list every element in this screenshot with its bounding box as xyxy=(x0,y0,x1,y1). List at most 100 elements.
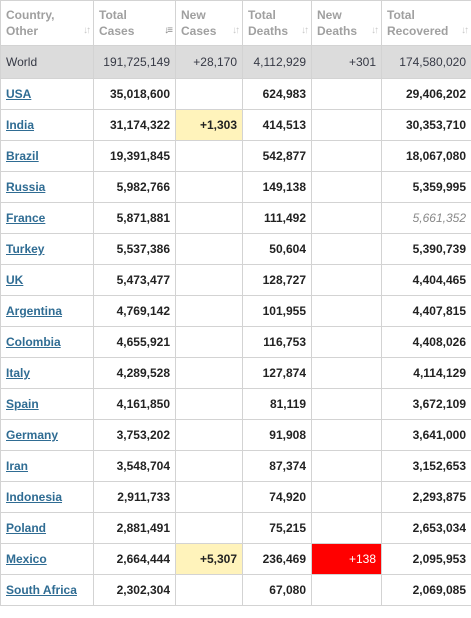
sort-arrows-icon[interactable]: ↓↑ xyxy=(461,25,469,36)
country-link[interactable]: Mexico xyxy=(6,552,47,566)
country-cell: Brazil xyxy=(0,140,94,172)
total-cases-cell: 5,473,477 xyxy=(93,264,176,296)
country-link[interactable]: Italy xyxy=(6,366,31,380)
new-deaths-cell xyxy=(311,450,382,482)
new-deaths-cell xyxy=(311,481,382,513)
country-link[interactable]: Russia xyxy=(6,180,46,194)
new-cases-cell: +1,303 xyxy=(175,109,243,141)
table-row: Argentina 4,769,142 101,955 4,407,815 xyxy=(0,295,471,327)
total-deaths-cell: 128,727 xyxy=(242,264,312,296)
column-header-label: Total xyxy=(99,8,127,22)
sort-descending-icon[interactable]: ↓≡ xyxy=(164,25,173,36)
total-cases-cell: 4,655,921 xyxy=(93,326,176,358)
total-recovered-cell: 5,390,739 xyxy=(381,233,471,265)
country-cell: India xyxy=(0,109,94,141)
table-row: Italy 4,289,528 127,874 4,114,129 xyxy=(0,357,471,389)
total-cases-cell: 2,911,733 xyxy=(93,481,176,513)
world-total-recovered: 174,580,020 xyxy=(381,45,471,79)
total-recovered-cell: 5,359,995 xyxy=(381,171,471,203)
total-recovered-cell: 4,114,129 xyxy=(381,357,471,389)
country-cell: Russia xyxy=(0,171,94,203)
new-deaths-cell xyxy=(311,109,382,141)
total-deaths-cell: 87,374 xyxy=(242,450,312,482)
total-recovered-cell: 2,293,875 xyxy=(381,481,471,513)
country-cell: USA xyxy=(0,78,94,110)
total-deaths-cell: 67,080 xyxy=(242,574,312,606)
table-row: Turkey 5,537,386 50,604 5,390,739 xyxy=(0,233,471,265)
total-cases-cell: 2,302,304 xyxy=(93,574,176,606)
table-header: Country, Other ↓↑ Total Cases ↓≡ New Cases ↓↑ Tot… xyxy=(0,0,471,46)
new-cases-cell xyxy=(175,295,243,327)
total-cases-cell: 4,161,850 xyxy=(93,388,176,420)
country-link[interactable]: South Africa xyxy=(6,583,77,597)
new-cases-cell xyxy=(175,264,243,296)
new-cases-cell xyxy=(175,450,243,482)
country-link[interactable]: Argentina xyxy=(6,304,63,318)
total-deaths-cell: 149,138 xyxy=(242,171,312,203)
total-cases-cell: 4,289,528 xyxy=(93,357,176,389)
country-cell: Turkey xyxy=(0,233,94,265)
country-link[interactable]: UK xyxy=(6,273,24,287)
total-deaths-cell: 74,920 xyxy=(242,481,312,513)
table-row: Poland 2,881,491 75,215 2,653,034 xyxy=(0,512,471,544)
column-header-label: Total xyxy=(387,8,415,22)
total-deaths-cell: 81,119 xyxy=(242,388,312,420)
total-deaths-cell: 50,604 xyxy=(242,233,312,265)
column-header-new-deaths[interactable]: New Deaths ↓↑ xyxy=(311,0,382,46)
total-cases-cell: 2,664,444 xyxy=(93,543,176,575)
country-link[interactable]: Indonesia xyxy=(6,490,63,504)
country-link[interactable]: Brazil xyxy=(6,149,39,163)
total-cases-cell: 3,753,202 xyxy=(93,419,176,451)
new-deaths-cell xyxy=(311,326,382,358)
country-cell: South Africa xyxy=(0,574,94,606)
column-header-total-deaths[interactable]: Total Deaths ↓↑ xyxy=(242,0,312,46)
total-recovered-cell: 30,353,710 xyxy=(381,109,471,141)
sort-arrows-icon[interactable]: ↓↑ xyxy=(371,25,379,36)
country-cell: Indonesia xyxy=(0,481,94,513)
table-row: USA 35,018,600 624,983 29,406,202 xyxy=(0,78,471,110)
world-new-deaths: +301 xyxy=(311,45,382,79)
column-header-label: Recovered xyxy=(387,24,449,38)
table-row: Mexico 2,664,444 +5,307 236,469 +138 2,095,95… xyxy=(0,543,471,575)
table-row: Spain 4,161,850 81,119 3,672,109 xyxy=(0,388,471,420)
sort-arrows-icon[interactable]: ↓↑ xyxy=(232,25,240,36)
column-header-new-cases[interactable]: New Cases ↓↑ xyxy=(175,0,243,46)
column-header-country-other[interactable]: Country, Other ↓↑ xyxy=(0,0,94,46)
total-deaths-cell: 414,513 xyxy=(242,109,312,141)
new-deaths-cell xyxy=(311,202,382,234)
table-row: South Africa 2,302,304 67,080 2,069,085 xyxy=(0,574,471,606)
column-header-total-recovered[interactable]: Total Recovered ↓↑ xyxy=(381,0,471,46)
table-row: Indonesia 2,911,733 74,920 2,293,875 xyxy=(0,481,471,513)
total-cases-cell: 19,391,845 xyxy=(93,140,176,172)
column-header-label: Cases xyxy=(181,24,217,38)
country-cell: Germany xyxy=(0,419,94,451)
new-cases-cell xyxy=(175,140,243,172)
column-header-total-cases[interactable]: Total Cases ↓≡ xyxy=(93,0,176,46)
country-link[interactable]: Germany xyxy=(6,428,59,442)
sort-arrows-icon[interactable]: ↓↑ xyxy=(83,25,91,36)
new-cases-cell xyxy=(175,481,243,513)
country-link[interactable]: USA xyxy=(6,87,32,101)
total-deaths-cell: 91,908 xyxy=(242,419,312,451)
country-link[interactable]: Colombia xyxy=(6,335,61,349)
country-link[interactable]: India xyxy=(6,118,35,132)
column-header-label: New xyxy=(317,8,342,22)
total-recovered-cell: 2,653,034 xyxy=(381,512,471,544)
country-link[interactable]: Iran xyxy=(6,459,29,473)
country-link[interactable]: Turkey xyxy=(6,242,45,256)
new-cases-cell xyxy=(175,171,243,203)
new-deaths-cell xyxy=(311,78,382,110)
total-recovered-cell: 4,407,815 xyxy=(381,295,471,327)
world-total-deaths: 4,112,929 xyxy=(242,45,312,79)
new-deaths-cell xyxy=(311,574,382,606)
world-country-cell: World xyxy=(0,45,94,79)
country-link[interactable]: Spain xyxy=(6,397,39,411)
country-link[interactable]: France xyxy=(6,211,46,225)
new-deaths-cell xyxy=(311,419,382,451)
total-recovered-cell: 2,069,085 xyxy=(381,574,471,606)
country-link[interactable]: Poland xyxy=(6,521,47,535)
new-cases-cell xyxy=(175,574,243,606)
sort-arrows-icon[interactable]: ↓↑ xyxy=(301,25,309,36)
column-header-label: Total xyxy=(248,8,276,22)
